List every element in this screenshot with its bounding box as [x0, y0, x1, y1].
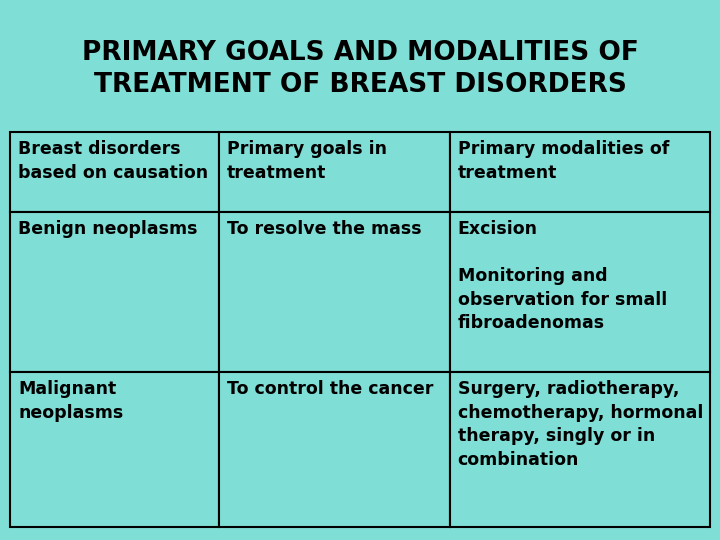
Bar [10, 212, 219, 372]
Bar [449, 372, 710, 527]
Text: Primary modalities of
treatment: Primary modalities of treatment [458, 140, 669, 181]
Text: PRIMARY GOALS AND MODALITIES OF
TREATMENT OF BREAST DISORDERS: PRIMARY GOALS AND MODALITIES OF TREATMEN… [81, 39, 639, 98]
Bar [449, 212, 710, 372]
Text: Malignant
neoplasms: Malignant neoplasms [18, 380, 123, 422]
Bar [219, 212, 449, 372]
Text: Excision

Monitoring and
observation for small
fibroadenomas: Excision Monitoring and observation for … [458, 220, 667, 333]
Text: Benign neoplasms: Benign neoplasms [18, 220, 197, 238]
Text: Breast disorders
based on causation: Breast disorders based on causation [18, 140, 208, 181]
Text: To control the cancer: To control the cancer [227, 380, 433, 398]
Text: To resolve the mass: To resolve the mass [227, 220, 421, 238]
Bar [219, 132, 449, 212]
Bar [449, 132, 710, 212]
Text: Surgery, radiotherapy,
chemotherapy, hormonal
therapy, singly or in
combination: Surgery, radiotherapy, chemotherapy, hor… [458, 380, 703, 469]
Bar [219, 372, 449, 527]
Text: Primary goals in
treatment: Primary goals in treatment [227, 140, 387, 181]
Bar [10, 372, 219, 527]
Bar [10, 132, 219, 212]
